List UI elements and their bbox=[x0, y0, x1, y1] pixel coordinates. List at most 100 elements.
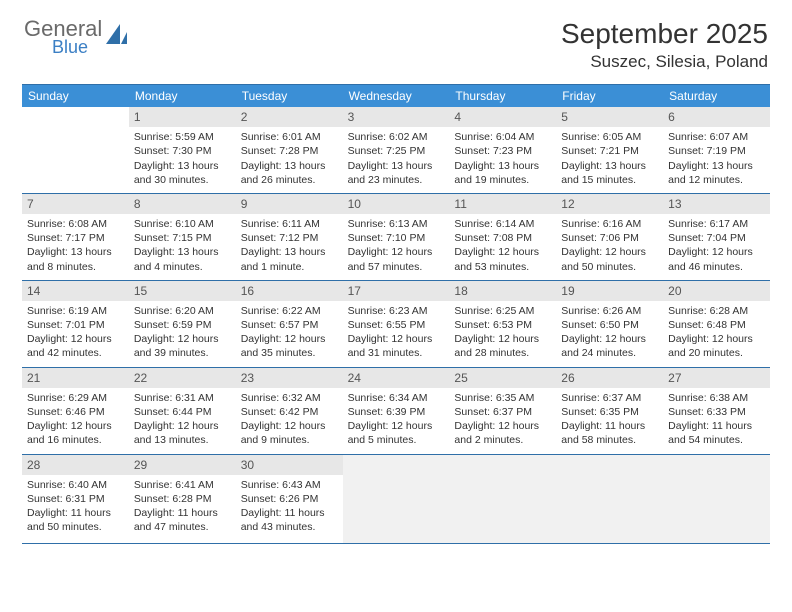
sunset-line: Sunset: 6:57 PM bbox=[241, 318, 338, 332]
weekday-header: Monday bbox=[129, 85, 236, 107]
day-number: 24 bbox=[343, 368, 450, 388]
sunrise-line: Sunrise: 6:32 AM bbox=[241, 391, 338, 405]
sunset-line: Sunset: 7:04 PM bbox=[668, 231, 765, 245]
day-number: 6 bbox=[663, 107, 770, 127]
trailing-empty bbox=[556, 455, 663, 543]
sunrise-line: Sunrise: 6:04 AM bbox=[454, 130, 551, 144]
sunrise-line: Sunrise: 6:14 AM bbox=[454, 217, 551, 231]
day-cell: 30 Sunrise: 6:43 AMSunset: 6:26 PMDayligh… bbox=[236, 455, 343, 543]
day-number: 14 bbox=[22, 281, 129, 301]
daylight-line: Daylight: 13 hours and 26 minutes. bbox=[241, 159, 338, 187]
weekday-header: Thursday bbox=[449, 85, 556, 107]
day-cell: 25Sunrise: 6:35 AMSunset: 6:37 PMDayligh… bbox=[449, 368, 556, 454]
sunrise-line: Sunrise: 6:17 AM bbox=[668, 217, 765, 231]
day-cell: 5Sunrise: 6:05 AMSunset: 7:21 PMDaylight… bbox=[556, 107, 663, 193]
day-number: 26 bbox=[556, 368, 663, 388]
sunrise-line: Sunrise: 6:07 AM bbox=[668, 130, 765, 144]
daylight-line: Daylight: 11 hours and 43 minutes. bbox=[241, 506, 338, 534]
day-cell: 4Sunrise: 6:04 AMSunset: 7:23 PMDaylight… bbox=[449, 107, 556, 193]
day-number: 23 bbox=[236, 368, 343, 388]
day-number: 27 bbox=[663, 368, 770, 388]
sunrise-line: Sunrise: 6:16 AM bbox=[561, 217, 658, 231]
sunrise-line: Sunrise: 6:41 AM bbox=[134, 478, 231, 492]
logo: General Blue bbox=[24, 18, 128, 56]
day-number: 13 bbox=[663, 194, 770, 214]
day-number: 10 bbox=[343, 194, 450, 214]
day-number: 1 bbox=[129, 107, 236, 127]
sunset-line: Sunset: 6:35 PM bbox=[561, 405, 658, 419]
sunrise-line: Sunrise: 6:26 AM bbox=[561, 304, 658, 318]
sunset-line: Sunset: 6:31 PM bbox=[27, 492, 124, 506]
day-number: 19 bbox=[556, 281, 663, 301]
day-number: 11 bbox=[449, 194, 556, 214]
weekday-header: Tuesday bbox=[236, 85, 343, 107]
week-row: 28Sunrise: 6:40 AMSunset: 6:31 PMDayligh… bbox=[22, 455, 770, 544]
sunset-line: Sunset: 7:30 PM bbox=[134, 144, 231, 158]
day-cell: 9Sunrise: 6:11 AMSunset: 7:12 PMDaylight… bbox=[236, 194, 343, 280]
daylight-line: Daylight: 11 hours and 58 minutes. bbox=[561, 419, 658, 447]
daylight-line: Daylight: 12 hours and 9 minutes. bbox=[241, 419, 338, 447]
day-number: 7 bbox=[22, 194, 129, 214]
day-cell bbox=[663, 455, 770, 543]
day-cell: 6Sunrise: 6:07 AMSunset: 7:19 PMDaylight… bbox=[663, 107, 770, 193]
day-number: 18 bbox=[449, 281, 556, 301]
daylight-line: Daylight: 12 hours and 13 minutes. bbox=[134, 419, 231, 447]
trailing-empty bbox=[343, 455, 450, 543]
sunrise-line: Sunrise: 6:22 AM bbox=[241, 304, 338, 318]
day-cell: 19Sunrise: 6:26 AMSunset: 6:50 PMDayligh… bbox=[556, 281, 663, 367]
day-cell: 11Sunrise: 6:14 AMSunset: 7:08 PMDayligh… bbox=[449, 194, 556, 280]
weekday-header: Friday bbox=[556, 85, 663, 107]
sunrise-line: Sunrise: 6:37 AM bbox=[561, 391, 658, 405]
weekday-header: Saturday bbox=[663, 85, 770, 107]
trailing-empty bbox=[663, 455, 770, 543]
sunset-line: Sunset: 6:48 PM bbox=[668, 318, 765, 332]
day-cell: 1Sunrise: 5:59 AMSunset: 7:30 PMDaylight… bbox=[129, 107, 236, 193]
header: General Blue September 2025 Suszec, Sile… bbox=[0, 0, 792, 78]
logo-sail-icon bbox=[106, 22, 128, 51]
day-number: 2 bbox=[236, 107, 343, 127]
day-cell: 16Sunrise: 6:22 AMSunset: 6:57 PMDayligh… bbox=[236, 281, 343, 367]
daylight-line: Daylight: 12 hours and 53 minutes. bbox=[454, 245, 551, 273]
day-number: 15 bbox=[129, 281, 236, 301]
daylight-line: Daylight: 12 hours and 35 minutes. bbox=[241, 332, 338, 360]
day-cell: 18Sunrise: 6:25 AMSunset: 6:53 PMDayligh… bbox=[449, 281, 556, 367]
sunset-line: Sunset: 6:26 PM bbox=[241, 492, 338, 506]
sunset-line: Sunset: 6:50 PM bbox=[561, 318, 658, 332]
daylight-line: Daylight: 12 hours and 42 minutes. bbox=[27, 332, 124, 360]
logo-word-blue: Blue bbox=[52, 38, 102, 56]
day-cell bbox=[343, 455, 450, 543]
sunrise-line: Sunrise: 6:43 AM bbox=[241, 478, 338, 492]
weekday-header-row: SundayMondayTuesdayWednesdayThursdayFrid… bbox=[22, 85, 770, 107]
sunrise-line: Sunrise: 6:34 AM bbox=[348, 391, 445, 405]
sunset-line: Sunset: 7:19 PM bbox=[668, 144, 765, 158]
day-cell: 21Sunrise: 6:29 AMSunset: 6:46 PMDayligh… bbox=[22, 368, 129, 454]
daylight-line: Daylight: 13 hours and 8 minutes. bbox=[27, 245, 124, 273]
sunrise-line: Sunrise: 6:02 AM bbox=[348, 130, 445, 144]
weekday-header: Wednesday bbox=[343, 85, 450, 107]
month-title: September 2025 bbox=[561, 18, 768, 50]
day-number: 29 bbox=[129, 455, 236, 475]
day-cell bbox=[22, 107, 129, 193]
sunset-line: Sunset: 6:33 PM bbox=[668, 405, 765, 419]
sunrise-line: Sunrise: 6:08 AM bbox=[27, 217, 124, 231]
sunrise-line: Sunrise: 6:29 AM bbox=[27, 391, 124, 405]
daylight-line: Daylight: 12 hours and 20 minutes. bbox=[668, 332, 765, 360]
daylight-line: Daylight: 12 hours and 16 minutes. bbox=[27, 419, 124, 447]
day-cell: 22Sunrise: 6:31 AMSunset: 6:44 PMDayligh… bbox=[129, 368, 236, 454]
day-cell: 14Sunrise: 6:19 AMSunset: 7:01 PMDayligh… bbox=[22, 281, 129, 367]
daylight-line: Daylight: 12 hours and 39 minutes. bbox=[134, 332, 231, 360]
sunrise-line: Sunrise: 6:01 AM bbox=[241, 130, 338, 144]
sunset-line: Sunset: 7:21 PM bbox=[561, 144, 658, 158]
daylight-line: Daylight: 13 hours and 23 minutes. bbox=[348, 159, 445, 187]
day-cell: 12Sunrise: 6:16 AMSunset: 7:06 PMDayligh… bbox=[556, 194, 663, 280]
sunset-line: Sunset: 6:42 PM bbox=[241, 405, 338, 419]
day-number: 30 bbox=[236, 455, 343, 475]
sunset-line: Sunset: 7:15 PM bbox=[134, 231, 231, 245]
day-number: 17 bbox=[343, 281, 450, 301]
day-number: 28 bbox=[22, 455, 129, 475]
day-number: 22 bbox=[129, 368, 236, 388]
calendar: SundayMondayTuesdayWednesdayThursdayFrid… bbox=[22, 84, 770, 544]
daylight-line: Daylight: 13 hours and 19 minutes. bbox=[454, 159, 551, 187]
day-cell: 8Sunrise: 6:10 AMSunset: 7:15 PMDaylight… bbox=[129, 194, 236, 280]
sunrise-line: Sunrise: 6:19 AM bbox=[27, 304, 124, 318]
